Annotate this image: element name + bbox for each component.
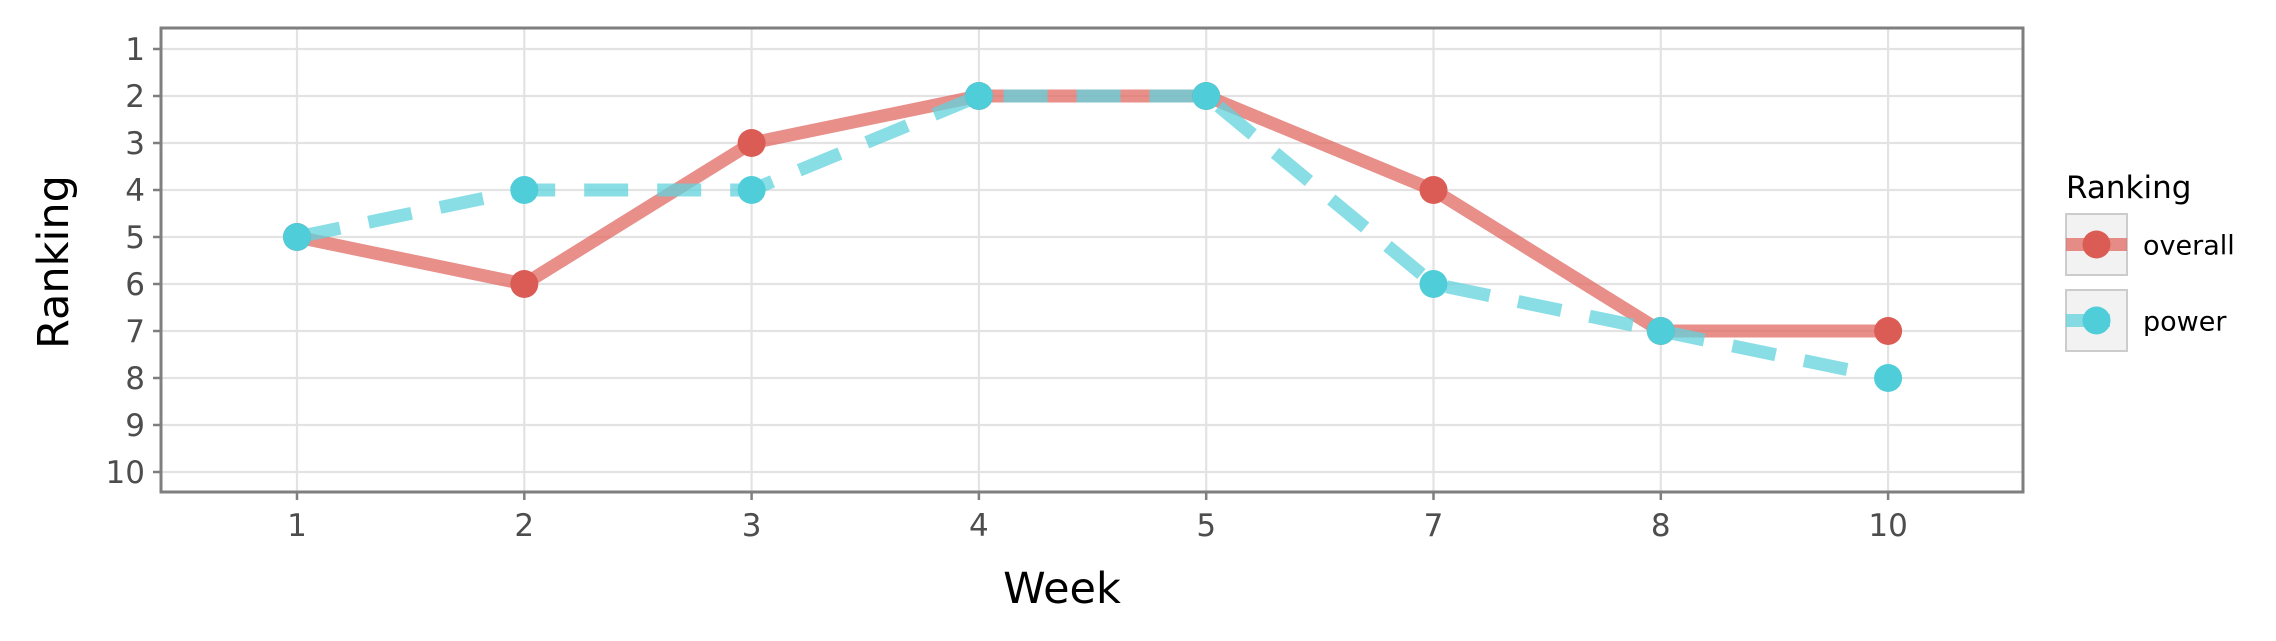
series-line-power (295, 89, 1890, 385)
legend-title: Ranking (2066, 170, 2191, 206)
y-tick-label: 3 (125, 126, 145, 162)
data-point-overall (510, 270, 539, 298)
data-point-overall (737, 129, 766, 157)
plot-panel-border (159, 26, 2025, 494)
y-tick-label: 2 (125, 79, 145, 115)
plot-panel-background (161, 28, 2023, 492)
data-point-power (737, 176, 766, 204)
data-point-overall (1419, 176, 1448, 204)
legend-point-overall (2082, 230, 2111, 259)
data-point-power (1192, 82, 1221, 110)
legend-label-overall: overall (2143, 231, 2235, 262)
x-tick-label: 3 (742, 508, 762, 544)
y-axis-title: Ranking (29, 175, 79, 349)
data-point-power (964, 82, 993, 110)
data-point-power (1874, 364, 1903, 392)
legend-label-power: power (2143, 307, 2227, 338)
x-tick-label: 7 (1424, 508, 1444, 544)
data-point-power (510, 176, 539, 204)
data-point-power (1419, 270, 1448, 298)
data-point-overall (1874, 317, 1903, 345)
x-axis: 1 2 3 4 5 7 8 10 (287, 492, 1908, 544)
y-tick-label: 5 (125, 220, 145, 256)
x-tick-label: 5 (1196, 508, 1216, 544)
x-tick-label: 8 (1651, 508, 1671, 544)
series-points (283, 82, 1903, 392)
y-axis: 1 2 3 4 5 6 7 8 9 10 (106, 32, 161, 491)
x-tick-label: 1 (287, 508, 307, 544)
y-tick-label: 7 (125, 314, 145, 350)
x-tick-label: 2 (514, 508, 534, 544)
y-tick-label: 10 (106, 455, 145, 491)
series-lines (295, 89, 1890, 385)
legend-point-power (2082, 306, 2111, 335)
y-tick-label: 6 (125, 267, 145, 303)
x-tick-label: 10 (1868, 508, 1907, 544)
y-tick-label: 8 (125, 361, 145, 397)
y-tick-label: 9 (125, 408, 145, 444)
y-tick-label: 1 (125, 32, 145, 68)
data-point-power (283, 223, 311, 251)
plot-panel (161, 28, 2023, 492)
legend: Ranking overall power (2065, 170, 2235, 352)
x-tick-label: 4 (969, 508, 989, 544)
y-tick-label: 4 (125, 173, 145, 209)
x-axis-title: Week (1003, 564, 1121, 614)
data-point-power (1646, 317, 1675, 345)
